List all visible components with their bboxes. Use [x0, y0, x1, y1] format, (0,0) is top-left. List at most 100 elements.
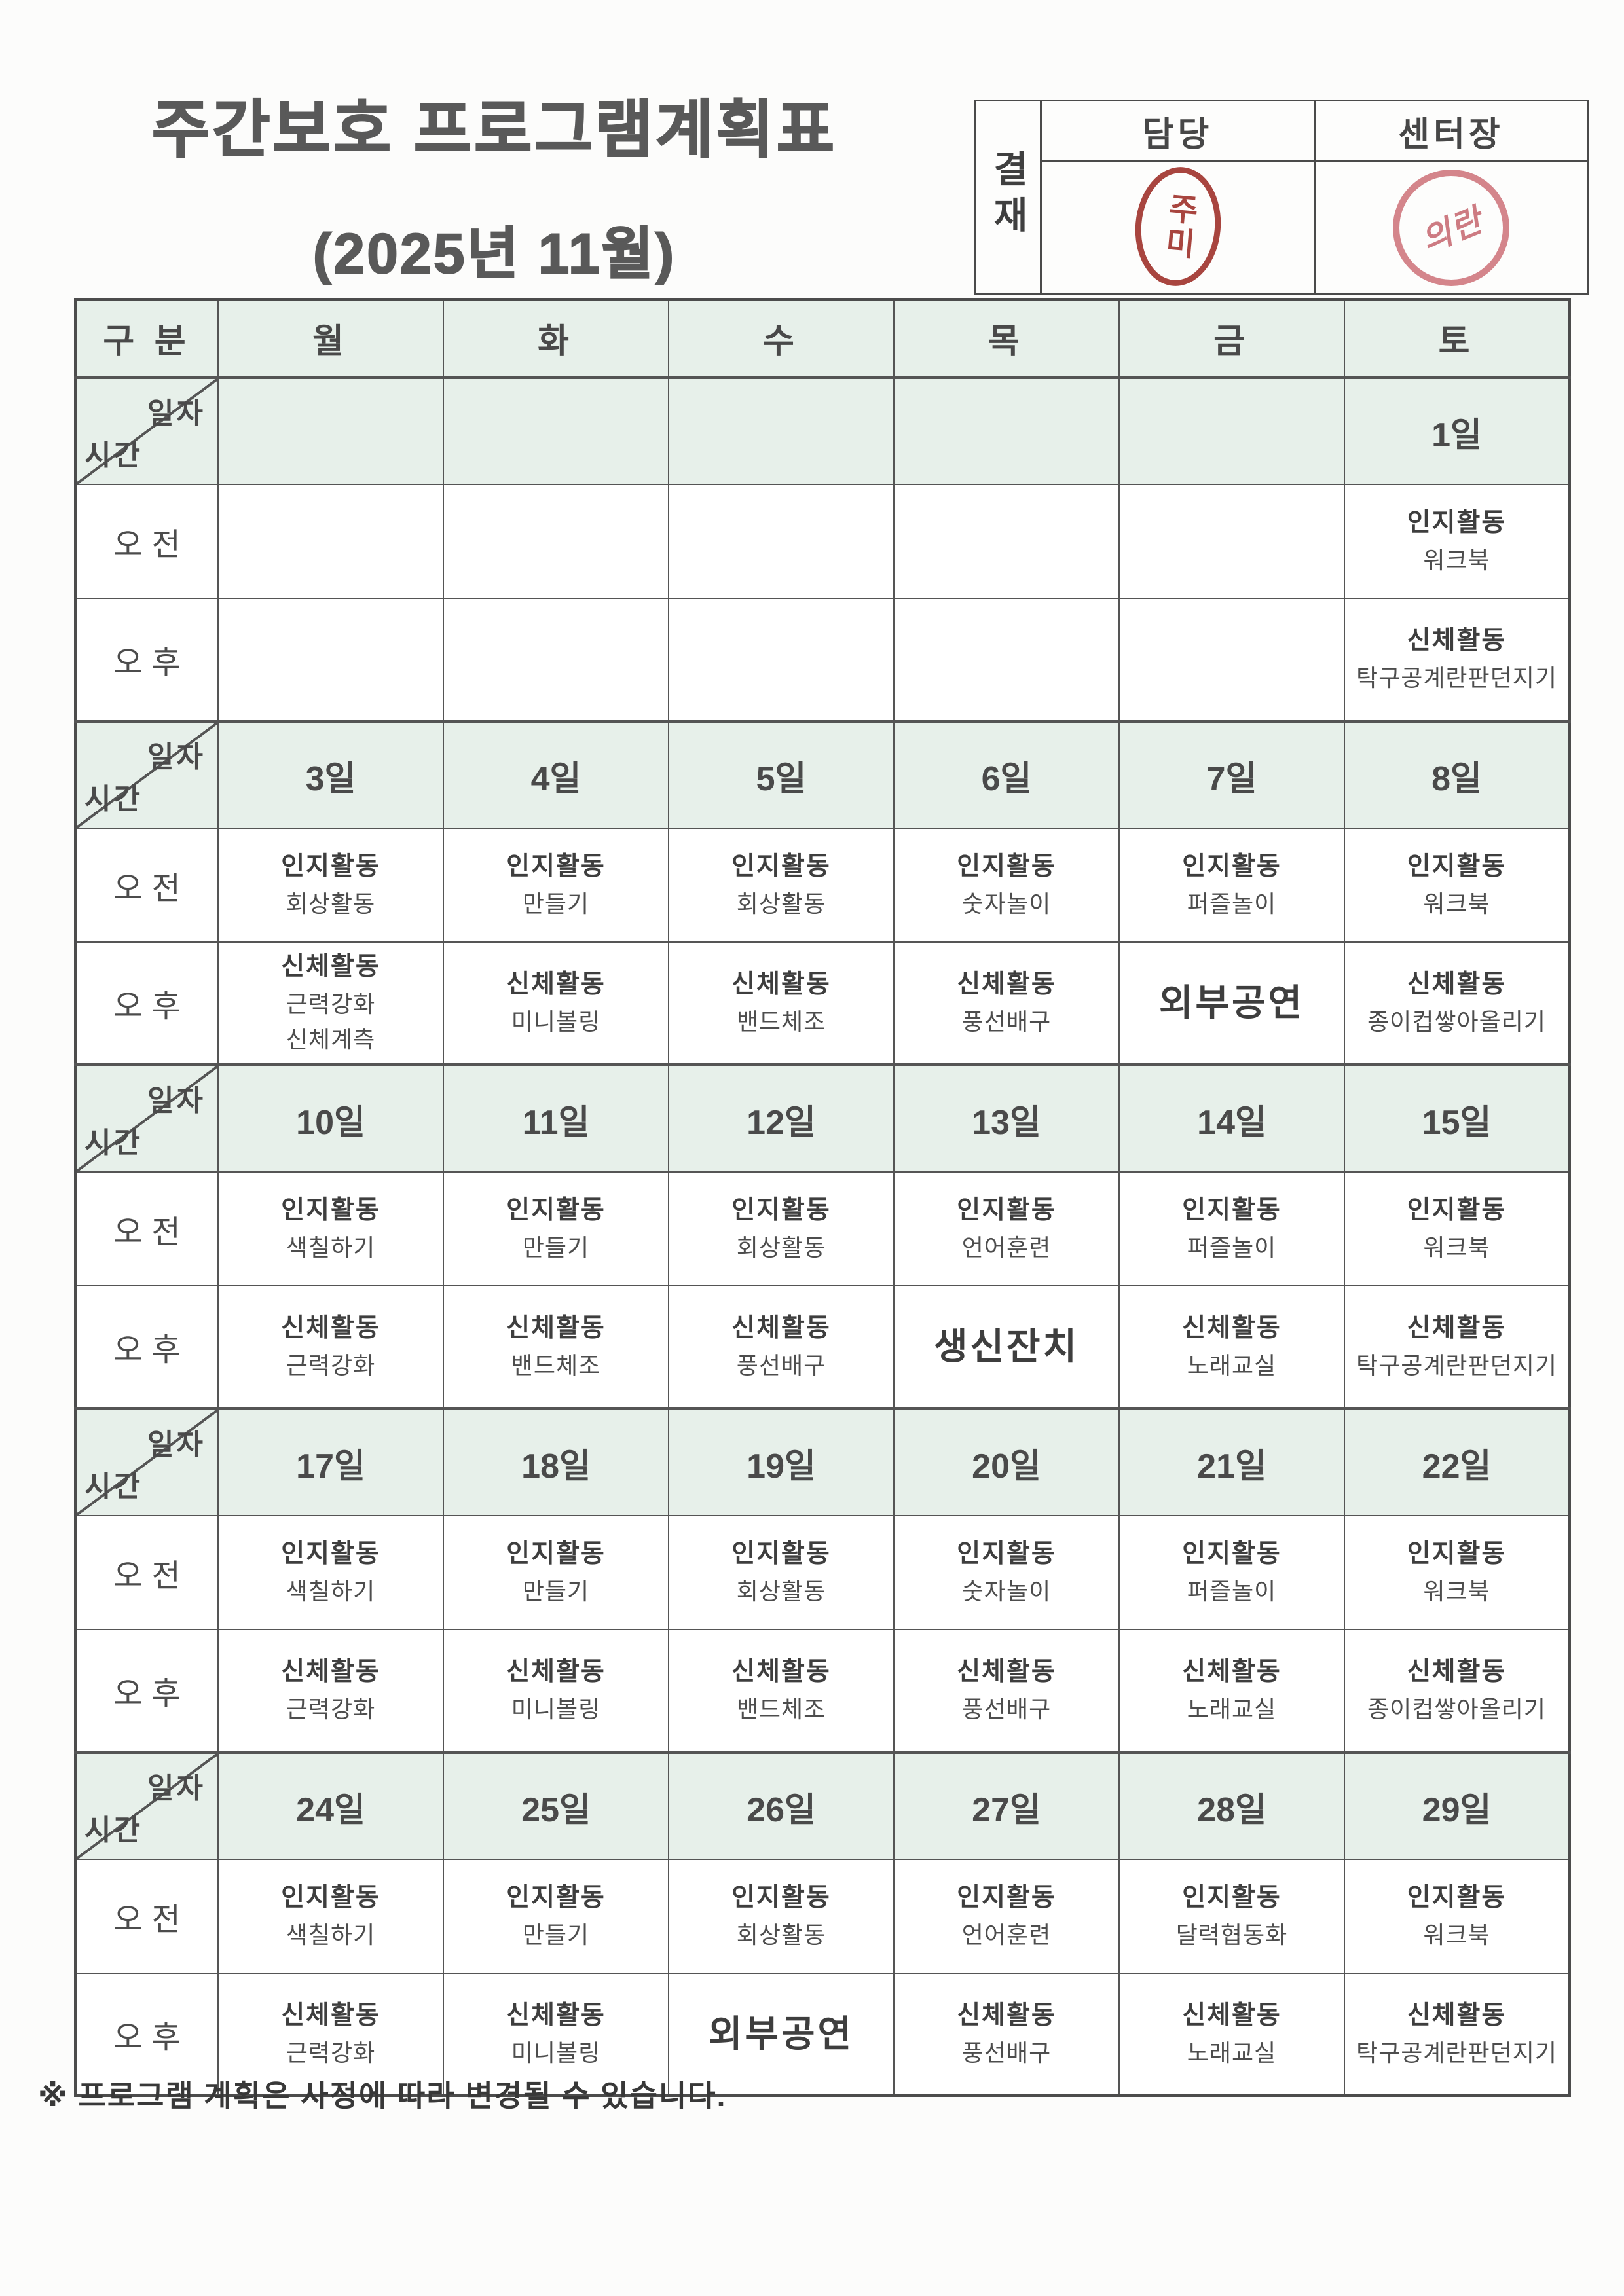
date-row: 일자 시간 1일 [75, 376, 1570, 485]
program-activity: 달력협동화 [1175, 1922, 1288, 1949]
program-cell: 인지활동 퍼즐놀이 [1118, 1515, 1345, 1630]
program-cell: 인지활동 달력협동화 [1118, 1859, 1345, 1974]
program-category: 인지활동 [281, 1884, 380, 1912]
time-label: 시간 [84, 1814, 143, 1846]
program-activity: 풍선배구 [961, 1696, 1052, 1723]
program-activity: 퍼즐놀이 [1187, 890, 1277, 918]
day-header-thu: 목 [893, 299, 1120, 379]
program-cell: 신체활동 노래교실 [1118, 1973, 1345, 2096]
document-title: 주간보호 프로그램계획표 (2025년 11월) [79, 79, 910, 289]
program-activity: 만들기 [522, 1578, 590, 1605]
program-activity: 풍선배구 [736, 1352, 826, 1379]
program-activity: 퍼즐놀이 [1187, 1578, 1277, 1605]
date-cell: 1일 [1344, 376, 1570, 485]
date-time-corner-cell: 일자 시간 [75, 720, 219, 829]
program-activity: 근력강화 [286, 2039, 376, 2067]
date-label: 일자 [147, 1772, 206, 1804]
program-cell: 인지활동 회상활동 [668, 1859, 895, 1974]
director-seal-stamp: 의란 [1375, 152, 1527, 304]
program-cell: 인지활동 숫자놀이 [893, 828, 1120, 943]
program-activity: 색칠하기 [286, 1922, 376, 1949]
day-header-row: 구 분 월 화 수 목 금 토 [75, 299, 1570, 379]
program-cell: 인지활동 언어훈련 [893, 1171, 1120, 1286]
program-activity: 만들기 [522, 1922, 590, 1949]
program-activity: 언어훈련 [961, 1922, 1052, 1949]
program-activity: 탁구공계란판던지기 [1356, 2039, 1558, 2067]
program-activity: 색칠하기 [286, 1578, 376, 1605]
program-cell: 인지활동 워크북 [1344, 1171, 1570, 1286]
program-activity: 근력강화 [286, 1696, 376, 1723]
program-category: 인지활동 [506, 852, 606, 881]
date-cell: 4일 [443, 720, 669, 829]
program-activity: 탁구공계란판던지기 [1356, 665, 1558, 692]
program-activity: 회상활동 [736, 890, 826, 918]
program-cell: 신체활동 풍선배구 [893, 1973, 1120, 2096]
afternoon-row-label: 오후 [75, 941, 219, 1066]
day-header-wed: 수 [668, 299, 895, 379]
program-category: 신체활동 [506, 1658, 606, 1686]
program-cell: 인지활동 회상활동 [668, 1171, 895, 1286]
program-category: 인지활동 [281, 1540, 380, 1569]
afternoon-row: 오후 신체활동 근력강화 신체활동 미니볼링 신체활동 밴드체조 신체활동 풍선배구 신체활동 노래… [75, 1629, 1570, 1753]
program-category: 인지활동 [731, 1884, 831, 1912]
afternoon-row: 오후 신체활동 근력강화 신체계측 신체활동 미니볼링 신체활동 밴드체조 신체활동 풍선배구 외부… [75, 941, 1570, 1066]
program-activity: 미니볼링 [511, 1008, 601, 1036]
date-cell: 27일 [893, 1751, 1120, 1860]
program-category: 인지활동 [1182, 1196, 1282, 1225]
date-cell [443, 376, 669, 485]
program-cell [1118, 598, 1345, 722]
day-header-fri: 금 [1118, 299, 1345, 379]
program-cell [443, 484, 669, 599]
program-category: 인지활동 [1407, 1196, 1507, 1225]
program-category: 인지활동 [1407, 1540, 1507, 1569]
manager-stamp-cell: 주미 [1040, 160, 1316, 295]
program-cell: 신체활동 풍선배구 [893, 941, 1120, 1066]
program-cell: 신체활동 탁구공계란판던지기 [1344, 598, 1570, 722]
morning-row: 오전 인지활동 워크북 [75, 484, 1570, 599]
program-cell: 인지활동 만들기 [443, 1515, 669, 1630]
date-label: 일자 [147, 397, 206, 429]
program-cell: 신체활동 풍선배구 [893, 1629, 1120, 1753]
date-label: 일자 [147, 1429, 206, 1461]
program-activity: 만들기 [522, 890, 590, 918]
date-cell: 19일 [668, 1407, 895, 1516]
corner-header: 구 분 [75, 299, 219, 379]
program-cell: 신체활동 풍선배구 [668, 1285, 895, 1410]
morning-row: 오전 인지활동 색칠하기 인지활동 만들기 인지활동 회상활동 인지활동 언어훈련 인지활동 퍼즐놀… [75, 1171, 1570, 1286]
date-cell: 3일 [217, 720, 444, 829]
afternoon-row: 오후 신체활동 근력강화 신체활동 밴드체조 신체활동 풍선배구 생신잔치 신체활동 노래교실 신체… [75, 1285, 1570, 1410]
program-activity: 풍선배구 [961, 1008, 1052, 1036]
program-cell: 신체활동 밴드체조 [668, 1629, 895, 1753]
program-activity: 숫자놀이 [961, 1578, 1052, 1605]
title-line-2: (2025년 11월) [312, 222, 676, 286]
program-activity: 풍선배구 [961, 2039, 1052, 2067]
approval-box: 결재 담당 센터장 주미 의란 [974, 100, 1589, 304]
day-header-tue: 화 [443, 299, 669, 379]
approval-col-director: 센터장 [1314, 100, 1589, 162]
program-cell: 인지활동 워크북 [1344, 1515, 1570, 1630]
program-activity: 숫자놀이 [961, 890, 1052, 918]
program-category: 외부공연 [708, 2013, 855, 2055]
program-cell: 신체활동 탁구공계란판던지기 [1344, 1973, 1570, 2096]
program-category: 신체활동 [1182, 1658, 1282, 1686]
program-cell [668, 484, 895, 599]
afternoon-row-label: 오후 [75, 1285, 219, 1410]
program-category: 신체활동 [1407, 1314, 1507, 1343]
program-activity: 노래교실 [1187, 1696, 1277, 1723]
program-category: 신체활동 [1182, 1314, 1282, 1343]
program-activity: 근력강화 [286, 1352, 376, 1379]
afternoon-row-label: 오후 [75, 1973, 219, 2096]
date-row: 일자 시간 24일 25일 26일 27일 28일 29일 [75, 1751, 1570, 1860]
date-cell: 24일 [217, 1751, 444, 1860]
program-activity: 탁구공계란판던지기 [1356, 1352, 1558, 1379]
program-cell: 신체활동 근력강화 [217, 1973, 444, 2096]
program-cell: 신체활동 밴드체조 [443, 1285, 669, 1410]
program-activity: 회상활동 [286, 890, 376, 918]
time-label: 시간 [84, 783, 143, 815]
program-cell [217, 484, 444, 599]
time-label: 시간 [84, 1127, 143, 1159]
